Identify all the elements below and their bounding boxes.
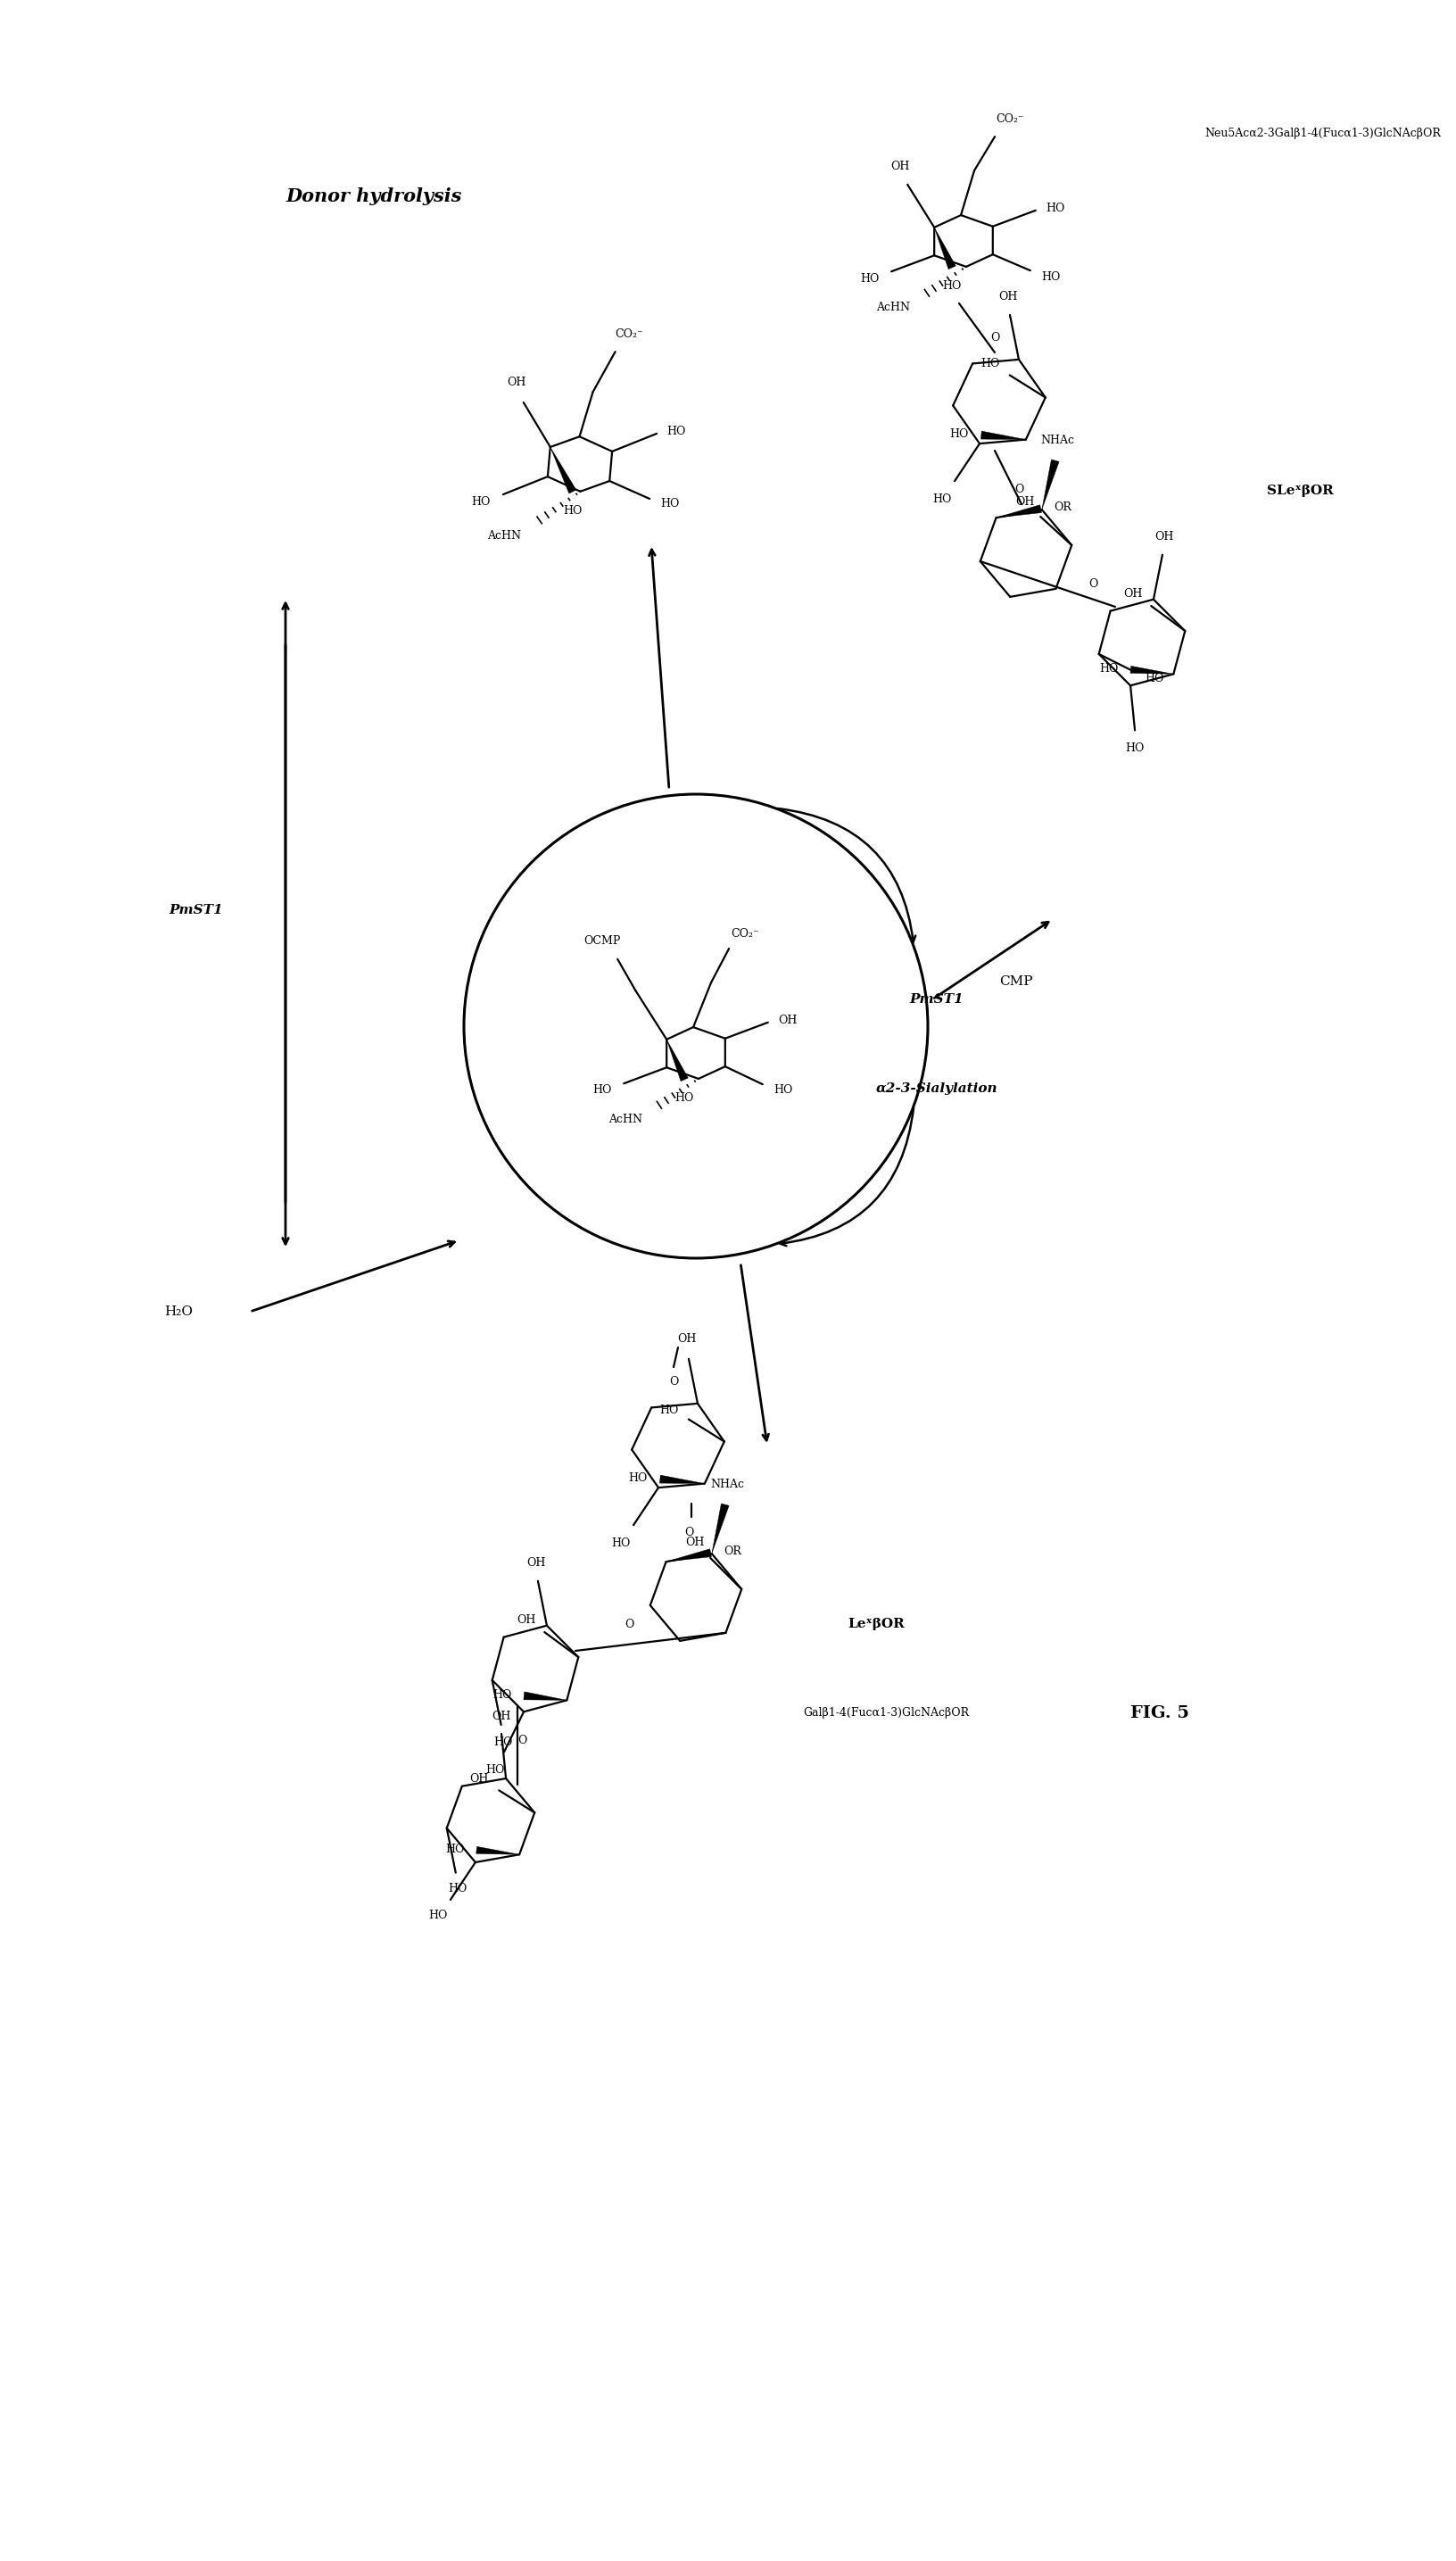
Text: HO: HO: [628, 1473, 648, 1483]
Polygon shape: [1042, 458, 1059, 510]
Text: OH: OH: [891, 161, 910, 172]
Text: OH: OH: [1016, 497, 1035, 507]
Text: OH: OH: [677, 1334, 696, 1345]
Text: AcHN: AcHN: [877, 302, 910, 312]
Text: HO: HO: [1099, 663, 1118, 674]
Text: OH: OH: [517, 1613, 536, 1626]
Text: OH: OH: [1124, 586, 1143, 599]
Text: HO: HO: [860, 274, 879, 284]
Text: HO: HO: [563, 505, 582, 517]
Polygon shape: [1130, 666, 1174, 674]
Text: NHAc: NHAc: [711, 1478, 745, 1491]
Text: OH: OH: [507, 376, 526, 389]
Text: PmST1: PmST1: [910, 994, 964, 1006]
Text: O: O: [1015, 484, 1024, 494]
Text: OH: OH: [470, 1772, 489, 1785]
Polygon shape: [524, 1693, 566, 1701]
Polygon shape: [712, 1503, 729, 1555]
Text: O: O: [668, 1375, 678, 1388]
Text: OR: OR: [1054, 502, 1072, 512]
Text: H₂O: H₂O: [165, 1306, 192, 1319]
Text: Galβ1-4(Fucα1-3)GlcNAcβOR: Galβ1-4(Fucα1-3)GlcNAcβOR: [802, 1708, 970, 1718]
Text: OCMP: OCMP: [584, 935, 620, 948]
Text: AcHN: AcHN: [488, 530, 521, 543]
Text: HO: HO: [494, 1736, 513, 1749]
Text: O: O: [517, 1734, 527, 1747]
Text: CO₂⁻: CO₂⁻: [996, 113, 1024, 125]
Polygon shape: [935, 228, 955, 269]
Text: HO: HO: [1125, 743, 1144, 753]
Polygon shape: [665, 1549, 712, 1562]
Text: FIG. 5: FIG. 5: [1130, 1706, 1190, 1721]
Text: HO: HO: [980, 359, 1000, 369]
Polygon shape: [550, 448, 577, 494]
Text: HO: HO: [949, 428, 968, 440]
Text: CO₂⁻: CO₂⁻: [614, 328, 642, 341]
Text: HO: HO: [1041, 271, 1060, 282]
Text: OH: OH: [1155, 530, 1174, 543]
Text: HO: HO: [486, 1765, 505, 1775]
Text: OH: OH: [999, 292, 1018, 302]
Polygon shape: [981, 430, 1026, 440]
Text: HO: HO: [1045, 202, 1064, 215]
Polygon shape: [476, 1846, 520, 1854]
Text: O: O: [625, 1619, 633, 1629]
Text: HO: HO: [942, 282, 961, 292]
Text: HO: HO: [667, 425, 686, 438]
Text: HO: HO: [676, 1094, 695, 1104]
Polygon shape: [660, 1475, 705, 1483]
Text: OH: OH: [778, 1014, 796, 1027]
Text: OH: OH: [686, 1537, 705, 1549]
Text: O: O: [684, 1526, 693, 1539]
Text: OH: OH: [492, 1711, 511, 1721]
Text: CMP: CMP: [999, 976, 1032, 989]
Text: PmST1: PmST1: [169, 904, 223, 917]
Text: HO: HO: [448, 1882, 467, 1895]
Text: NHAc: NHAc: [1041, 435, 1075, 446]
Text: OR: OR: [724, 1544, 743, 1557]
Text: HO: HO: [773, 1083, 792, 1096]
Text: O: O: [990, 330, 999, 343]
Polygon shape: [667, 1040, 689, 1081]
Text: HO: HO: [660, 1403, 678, 1416]
Text: Donor hydrolysis: Donor hydrolysis: [285, 187, 462, 205]
Text: Neu5Acα2-3Galβ1-4(Fucα1-3)GlcNAcβOR: Neu5Acα2-3Galβ1-4(Fucα1-3)GlcNAcβOR: [1204, 128, 1441, 141]
Text: HO: HO: [428, 1911, 447, 1921]
Text: AcHN: AcHN: [609, 1114, 642, 1127]
Text: SLeˣβOR: SLeˣβOR: [1267, 484, 1334, 497]
Text: LeˣβOR: LeˣβOR: [847, 1619, 904, 1631]
Text: HO: HO: [494, 1690, 513, 1701]
Text: HO: HO: [661, 497, 680, 510]
Text: OH: OH: [527, 1557, 546, 1570]
Text: CO₂⁻: CO₂⁻: [731, 927, 759, 940]
Text: HO: HO: [593, 1083, 612, 1096]
Text: O: O: [1088, 579, 1098, 589]
Text: HO: HO: [472, 497, 491, 507]
Text: α2-3-Sialylation: α2-3-Sialylation: [877, 1083, 997, 1096]
Polygon shape: [996, 505, 1041, 517]
Text: HO: HO: [1144, 674, 1163, 684]
Text: HO: HO: [446, 1844, 464, 1854]
Text: HO: HO: [933, 494, 952, 505]
Text: HO: HO: [612, 1537, 630, 1549]
